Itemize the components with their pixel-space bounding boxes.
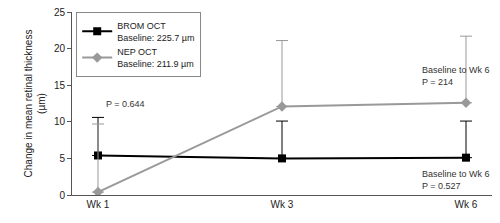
svg-text:Wk 1: Wk 1 (87, 199, 110, 210)
svg-text:Baseline to Wk 6P = 0.527: Baseline to Wk 6P = 0.527 (422, 169, 490, 191)
svg-text:10: 10 (54, 116, 66, 127)
svg-text:15: 15 (54, 80, 66, 91)
svg-text:BROM OCTBaseline: 225.7 µm: BROM OCTBaseline: 225.7 µm (117, 21, 194, 43)
svg-text:Change in mean retinal thickne: Change in mean retinal thickness(µm) (23, 30, 47, 178)
svg-text:NEP OCTBaseline: 211.9 µm: NEP OCTBaseline: 211.9 µm (117, 47, 194, 69)
svg-text:5: 5 (59, 153, 65, 164)
svg-text:25: 25 (54, 7, 66, 18)
svg-text:Wk 3: Wk 3 (271, 199, 294, 210)
svg-text:0: 0 (59, 190, 65, 201)
svg-text:20: 20 (54, 43, 66, 54)
svg-text:P = 0.644: P = 0.644 (106, 99, 145, 109)
svg-text:Baseline to Wk 6P = 214: Baseline to Wk 6P = 214 (422, 65, 490, 87)
svg-text:Wk 6: Wk 6 (455, 199, 478, 210)
